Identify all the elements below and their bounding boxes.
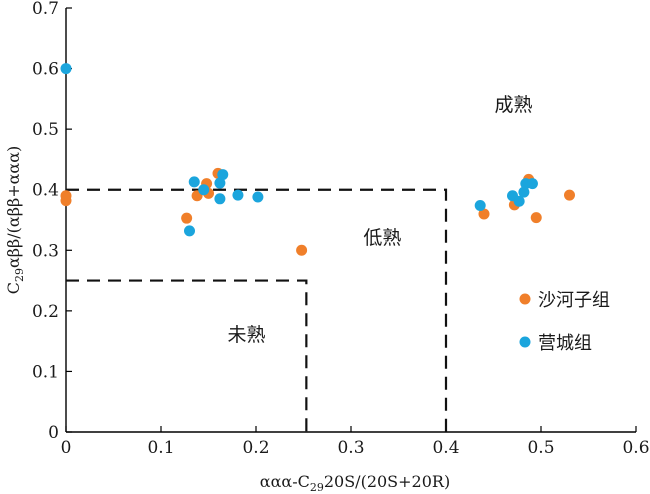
y-tick-label: 0.3 [32, 241, 59, 261]
legend-marker-2 [519, 336, 531, 348]
legend-label-2: 营城组 [538, 333, 592, 354]
y-axis-title: C29αββ/(αββ+ααα) [4, 146, 26, 295]
region-label-3: 成熟 [494, 94, 532, 116]
x-tick-label: 0.4 [432, 438, 459, 458]
point-series-2 [60, 63, 72, 75]
x-axis-title-part-1: ααα-C [260, 472, 310, 491]
legend-marker-1 [519, 293, 531, 305]
point-series-2 [513, 195, 525, 207]
region-label-2: 低熟 [363, 227, 401, 249]
point-series-1 [530, 212, 542, 224]
y-tick-label: 0.6 [32, 60, 59, 80]
tick-marks [65, 7, 637, 433]
tick-labels: 0 0.1 0.2 0.3 0.4 0.5 0.6 0 0.1 0.2 0.3 0.4 0.5 0.6 0.… [32, 0, 650, 458]
point-series-2 [198, 184, 210, 196]
y-axis-title-subscript: 29 [13, 268, 26, 282]
region-labels: 未熟 低熟 成熟 [228, 94, 533, 346]
point-series-2 [474, 199, 486, 211]
x-axis-title: ααα-C2920S/(20S+20R) [260, 472, 450, 494]
point-series-2 [214, 193, 226, 205]
x-tick-label: 0.3 [337, 438, 364, 458]
point-series-1 [181, 212, 193, 224]
boundary-1 [66, 279, 308, 432]
x-tick-label: 0.1 [147, 438, 174, 458]
point-series-2 [214, 177, 226, 189]
region-label-1: 未熟 [228, 324, 266, 346]
y-axis-title-part-1: C [4, 282, 23, 294]
y-tick-label: 0 [48, 423, 59, 443]
point-series-1 [478, 208, 490, 220]
point-series-2 [518, 186, 530, 198]
y-tick-label: 0.1 [32, 362, 59, 382]
y-axis-title-part-2: αββ/(αββ+ααα) [4, 146, 23, 268]
axes [65, 8, 636, 433]
point-series-2 [232, 189, 244, 201]
point-series-2 [184, 225, 195, 237]
boundary-2 [66, 188, 448, 432]
y-tick-label: 0.4 [32, 181, 59, 201]
legend-label-1: 沙河子组 [538, 290, 610, 311]
maturity-boundaries [66, 188, 448, 432]
x-tick-label: 0.5 [527, 438, 554, 458]
point-series-2 [217, 169, 229, 181]
point-series-1 [60, 195, 72, 207]
x-tick-label: 0.2 [242, 438, 269, 458]
x-axis-title-part-2: 20S/(20S+20R) [324, 472, 450, 491]
point-series-2 [252, 191, 264, 203]
y-tick-label: 0.5 [32, 120, 59, 140]
point-series-2 [526, 178, 538, 190]
point-series-2 [188, 176, 200, 188]
point-series-1 [564, 189, 575, 201]
y-tick-label: 0.2 [32, 302, 59, 322]
data-points [60, 63, 575, 256]
x-tick-label: 0 [61, 438, 72, 458]
x-tick-label: 0.6 [622, 438, 649, 458]
point-series-1 [296, 244, 308, 256]
y-tick-label: 0.7 [32, 0, 59, 19]
x-axis-title-subscript: 29 [310, 481, 324, 494]
